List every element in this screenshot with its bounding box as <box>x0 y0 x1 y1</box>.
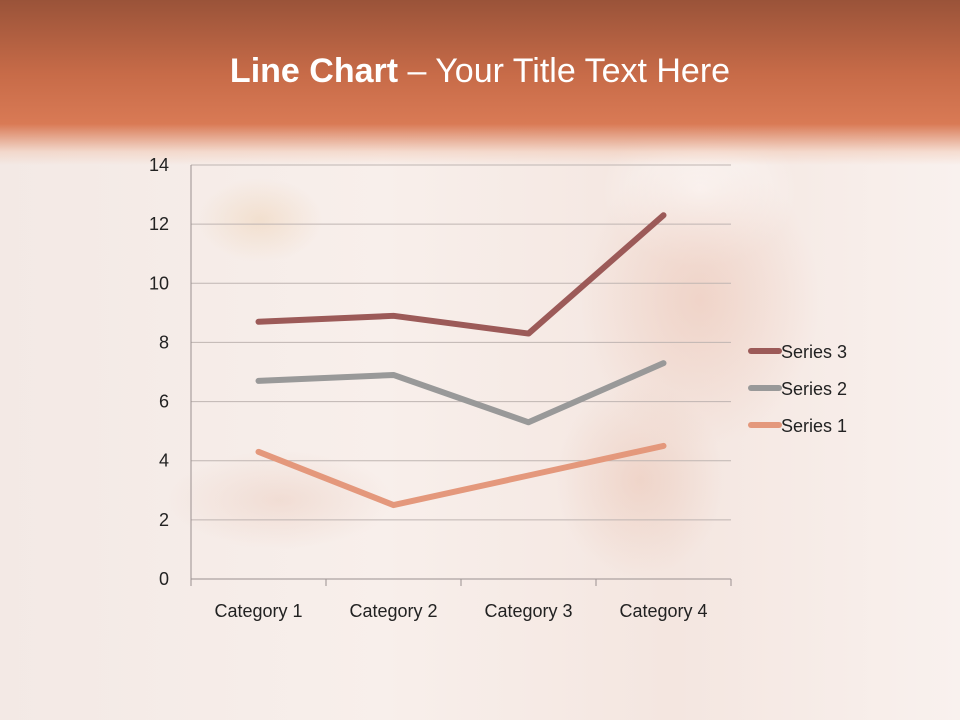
legend-label: Series 1 <box>781 416 847 436</box>
title-band <box>0 0 960 165</box>
y-tick-label: 8 <box>159 332 169 352</box>
legend-label: Series 3 <box>781 342 847 362</box>
slide-title: Line Chart – Your Title Text Here <box>0 52 960 91</box>
y-tick-label: 6 <box>159 392 169 412</box>
x-tick-label: Category 1 <box>214 601 302 621</box>
x-tick-label: Category 2 <box>349 601 437 621</box>
series-line-3 <box>255 212 667 337</box>
legend-label: Series 2 <box>781 379 847 399</box>
y-tick-label: 14 <box>149 155 169 175</box>
series-line-2 <box>255 360 667 426</box>
x-tick-label: Category 4 <box>619 601 707 621</box>
y-tick-label: 2 <box>159 510 169 530</box>
y-tick-label: 4 <box>159 451 169 471</box>
y-tick-label: 12 <box>149 214 169 234</box>
x-tick-label: Category 3 <box>484 601 572 621</box>
title-bold: Line Chart <box>229 52 399 90</box>
series-line-1 <box>255 442 667 509</box>
y-tick-label: 10 <box>149 273 169 293</box>
y-tick-label: 0 <box>159 569 169 589</box>
title-rest: – Your Title Text Here <box>398 52 731 90</box>
